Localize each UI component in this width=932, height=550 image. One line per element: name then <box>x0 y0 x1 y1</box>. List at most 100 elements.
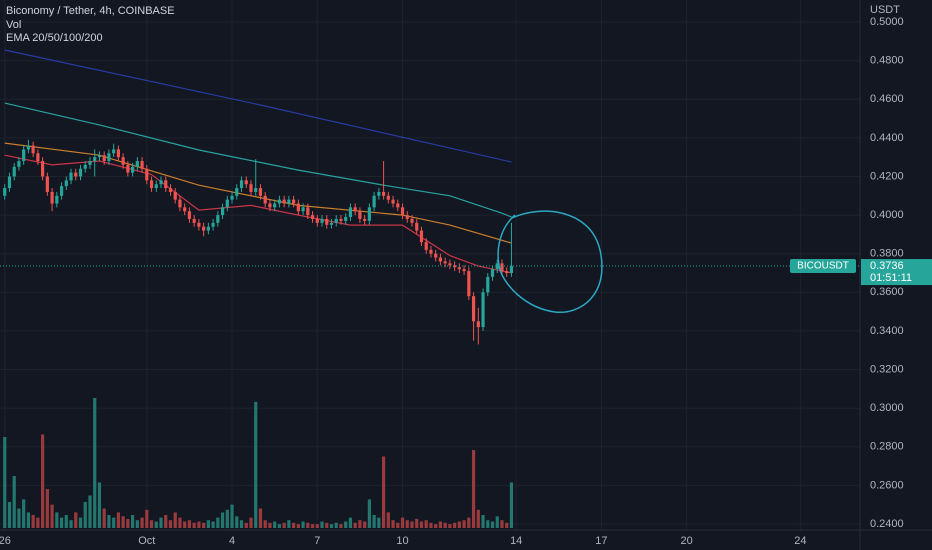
volume-bar <box>467 517 471 528</box>
x-tick-label: 17 <box>595 535 607 547</box>
candle-body <box>410 218 414 223</box>
volume-bar <box>263 520 267 528</box>
y-axis-label: USDT <box>870 4 900 16</box>
volume-bar <box>211 521 215 528</box>
candle-body <box>358 211 362 219</box>
candle-body <box>211 222 215 227</box>
y-tick-label: 0.4800 <box>870 55 904 67</box>
candle-body <box>386 195 390 200</box>
candle-body <box>429 249 433 254</box>
symbol-tag-bg <box>790 259 856 274</box>
volume-bar <box>202 522 206 528</box>
candle-body <box>97 155 102 158</box>
y-tick-label: 0.3200 <box>870 363 904 375</box>
candle-body <box>325 218 329 225</box>
candle-body <box>225 199 229 208</box>
candle-body <box>391 199 395 204</box>
candle-body <box>344 217 348 221</box>
y-tick-label: 0.4600 <box>870 93 904 105</box>
volume-bar <box>187 520 192 528</box>
volume-bar <box>310 524 315 528</box>
y-tick-label: 0.5000 <box>870 16 904 28</box>
volume-bar <box>476 509 480 528</box>
candle-body <box>363 218 367 221</box>
ema-line <box>4 102 512 218</box>
volume-bar <box>505 522 509 528</box>
y-tick-label: 0.2400 <box>870 518 904 530</box>
candle-body <box>107 153 111 162</box>
volume-bar <box>500 520 504 528</box>
volume-bar <box>339 524 343 528</box>
volume-bar <box>249 517 253 528</box>
volume-bar <box>130 515 135 528</box>
volume-bar <box>135 520 139 528</box>
volume-bar <box>273 521 277 528</box>
volume-bar <box>149 520 154 528</box>
ema-line <box>4 49 512 163</box>
candle-body <box>353 207 357 212</box>
candle-body <box>45 176 49 192</box>
volume-bar <box>334 522 338 528</box>
circle-annotation <box>497 210 603 313</box>
volume-bar <box>434 524 438 528</box>
volume-bar <box>301 521 305 528</box>
x-tick-label: 26 <box>0 535 11 547</box>
candle-body <box>329 222 334 225</box>
candle-body <box>112 149 116 154</box>
volume-bar <box>225 509 229 528</box>
candle-body <box>377 191 381 196</box>
candle-body <box>26 145 31 150</box>
candle-body <box>154 184 158 189</box>
candle-body <box>220 207 225 216</box>
volume-bar <box>410 521 414 528</box>
y-tick-label: 0.4400 <box>870 132 904 144</box>
candle-body <box>69 172 73 181</box>
volume-bar <box>315 524 319 528</box>
candle-body <box>367 207 371 221</box>
symbol-tag: BICOUSDT <box>797 261 849 272</box>
candle-body <box>273 203 277 208</box>
volume-bar <box>306 522 310 528</box>
candle-body <box>187 211 192 219</box>
x-tick-label: 24 <box>794 535 806 547</box>
candle-body <box>263 195 267 204</box>
y-tick-label: 0.2800 <box>870 441 904 453</box>
volume-bar <box>244 522 248 528</box>
candle-body <box>183 207 187 212</box>
volume-bar <box>168 520 173 528</box>
volume-bar <box>41 434 45 528</box>
volume-bar <box>102 508 106 528</box>
volume-bar <box>292 522 296 528</box>
candle-body <box>500 263 504 272</box>
candle-body <box>3 188 7 196</box>
candle-body <box>50 191 54 204</box>
volume-bar <box>419 521 424 528</box>
volume-bar <box>400 517 405 528</box>
volume-bar <box>495 516 499 528</box>
volume-bar <box>107 515 111 528</box>
candle-body <box>471 296 476 322</box>
volume-bar <box>3 437 7 528</box>
candle-body <box>405 215 409 219</box>
volume-bar <box>197 521 201 528</box>
candle-body <box>121 157 125 165</box>
candle-body <box>149 180 154 189</box>
volume-bar <box>12 476 16 528</box>
volume-bar <box>296 524 300 528</box>
candle-body <box>490 269 495 277</box>
volume-bar <box>145 509 149 528</box>
candle-body <box>334 218 338 223</box>
volume-bar <box>462 520 466 528</box>
volume-bar <box>59 517 64 528</box>
volume-bar <box>320 521 324 528</box>
volume-bar <box>329 524 334 528</box>
volume-bar <box>490 521 495 528</box>
volume-bar <box>50 504 54 528</box>
volume-bar <box>325 522 329 528</box>
volume-bar <box>26 512 31 528</box>
volume-bar <box>173 512 177 528</box>
candle-body <box>17 161 21 167</box>
candle-body <box>509 266 514 274</box>
